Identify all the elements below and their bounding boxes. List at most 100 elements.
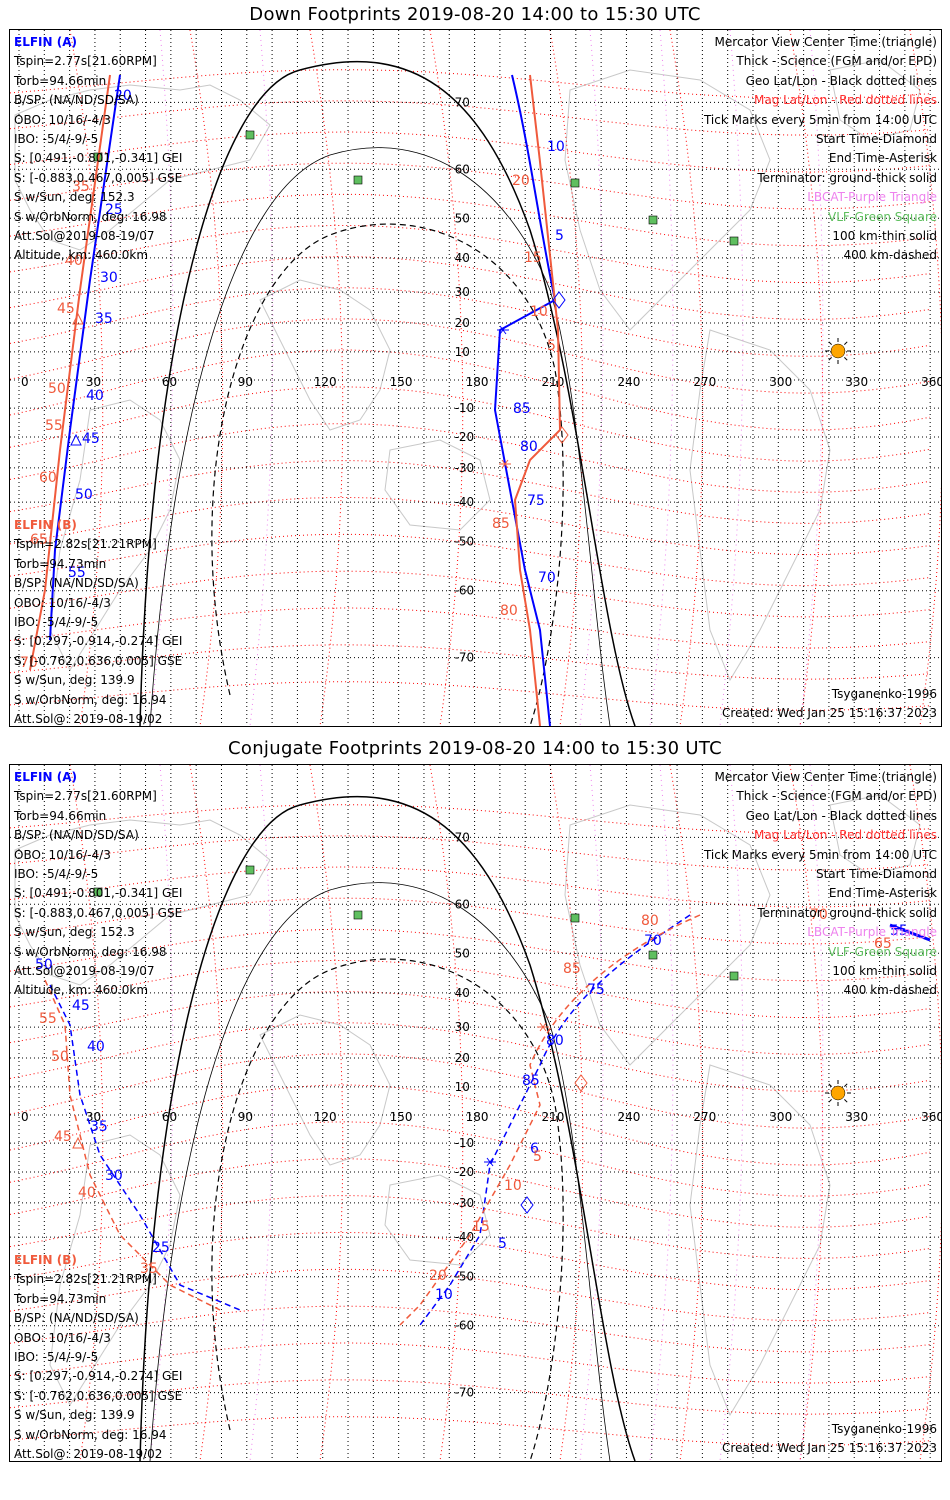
lat-tick-label: 40 [455, 251, 470, 265]
info-line: Att.Sol@: 2019-08-19/02 [14, 711, 163, 726]
track-a-label: 70 [538, 570, 556, 586]
elfin-b-track [513, 74, 562, 726]
continent-shape [564, 804, 771, 1066]
mag-lat-line [10, 960, 931, 1019]
elfin-a-label: ELFIN (A) [14, 35, 77, 49]
track-b-label: 45 [54, 1129, 72, 1145]
terminator-group [139, 796, 636, 1461]
track-b-label: 15 [524, 250, 542, 266]
view-triangle-b [72, 1136, 84, 1149]
track-a-label: 85 [522, 1073, 540, 1089]
map-canvas: 0 30 60 90 120 150 180 210 240 270 300 330 360 70 60 50… [10, 765, 941, 1461]
track-b-label: 65 [30, 532, 48, 548]
lat-tick-label: -50 [455, 535, 475, 549]
track-a-label: 25 [152, 1240, 170, 1256]
info-line: B/SP: (NA/ND/SD/SA) [14, 576, 139, 591]
continent-outlines [14, 59, 921, 682]
track-b-label: 35 [72, 179, 90, 195]
track-a-label: 5 [555, 228, 564, 244]
lat-tick-label: -70 [455, 651, 475, 665]
track-b-label: 60 [39, 470, 57, 486]
lon-tick-label: 120 [314, 375, 337, 389]
track-b-label: 70 [810, 907, 828, 923]
track-a-label: 5 [498, 1236, 507, 1252]
mag-lon-line [549, 765, 584, 1461]
info-line: Att.Sol@2019-08-19/07 [14, 228, 155, 243]
lon-tick-label: 150 [390, 1110, 413, 1124]
track-a-label: 30 [105, 1168, 123, 1184]
info-line: S: [-0.762,0.636,0.005] GSE [14, 1388, 183, 1403]
continent-shape [259, 1014, 391, 1166]
mag-lon-line [309, 30, 344, 726]
vlf-square [570, 913, 580, 923]
info-line: S w/Sun, deg: 152.3 [14, 190, 135, 205]
sun-ray [828, 1099, 832, 1103]
sun-ray [828, 1083, 832, 1087]
lbcat-line [649, 30, 674, 726]
mag-lat-line [10, 681, 931, 711]
track-b-label: 35 [140, 1261, 158, 1277]
track-b-label: 15 [472, 1219, 490, 1235]
lon-tick-label: 180 [466, 1110, 489, 1124]
continent-shape [689, 329, 831, 682]
legend-item: Mercator View Center Time (triangle) [714, 770, 937, 784]
legend-item: 100 km-thin solid [832, 228, 937, 243]
track-a-label: 30 [100, 270, 118, 286]
lon-tick-label: 240 [617, 375, 640, 389]
conjugate-footprints-map: 0 30 60 90 120 150 180 210 240 270 300 330 360 70 60 50… [9, 764, 942, 1462]
legend-item: Terminator: ground-thick solid [757, 905, 937, 920]
lon-tick-label: 60 [162, 1110, 177, 1124]
lat-tick-label: 70 [455, 95, 470, 109]
end-asterisk-b [499, 459, 511, 469]
track-b-label: 85 [563, 961, 581, 977]
track-b-label: 65 [874, 936, 892, 952]
terminator-group [139, 61, 636, 726]
mag-lat-line [10, 1121, 931, 1197]
mag-lat-line [10, 1195, 931, 1259]
mag-lat-line [10, 991, 931, 1055]
lat-tick-label: -50 [455, 1270, 475, 1284]
mag-lon-line [909, 765, 941, 1461]
vlf-square [353, 175, 363, 185]
geo-grid [10, 765, 941, 1461]
terminator-100km [149, 882, 611, 1461]
footer-right: Tsyganenko-1996 Created: Wed Jan 25 15:1… [722, 685, 937, 723]
sun-ray [828, 357, 832, 361]
vlf-square [729, 236, 739, 246]
sun-ray [844, 357, 848, 361]
track-a-label: 40 [86, 388, 104, 404]
track-a-label: 45 [82, 431, 100, 447]
info-line: B/SP: (NA/ND/SD/SA) [14, 828, 139, 843]
lon-tick-label: 300 [769, 1110, 792, 1124]
lon-tick-label: 90 [238, 375, 253, 389]
sun-ray [828, 341, 832, 345]
vlf-square [729, 971, 739, 981]
lat-tick-label: 10 [455, 1080, 470, 1094]
view-triangle-a [70, 433, 82, 446]
mag-lon-line [789, 765, 824, 1461]
legend-item: Start Time-Diamond [815, 866, 937, 881]
lat-tick-label: 60 [455, 897, 470, 911]
mag-lat-line [10, 256, 931, 320]
info-line: S: [0.297,-0.914,-0.274] GEI [14, 1369, 183, 1384]
mag-lon-line [669, 765, 704, 1461]
geo-grid [10, 30, 941, 726]
lon-tick-label: 0 [21, 1110, 29, 1124]
legend-item: Thick - Science (FGM and/or EPD) [736, 54, 937, 69]
vlf-square [245, 130, 255, 140]
track-a-label: 25 [105, 202, 123, 218]
track-b-label: 5 [533, 1149, 542, 1165]
legend-item: 400 km-dashed [843, 248, 937, 263]
lat-tick-label: -20 [455, 1165, 475, 1179]
lon-tick-label: 30 [86, 375, 101, 389]
track-b-label: 70 [20, 655, 38, 671]
track-a-label: 40 [87, 1039, 105, 1055]
track-b-label: 85 [492, 516, 510, 532]
lat-tick-label: 50 [455, 946, 470, 960]
track-a-label: 80 [546, 1033, 564, 1049]
terminator-400km [211, 223, 564, 726]
lon-tick-label: 360 [921, 375, 941, 389]
continent-shape [829, 794, 921, 876]
legend-item: Mag Lat/Lon - Red dotted lines [753, 93, 937, 108]
panel-title-conjugate: Conjugate Footprints 2019-08-20 14:00 to… [228, 738, 722, 759]
